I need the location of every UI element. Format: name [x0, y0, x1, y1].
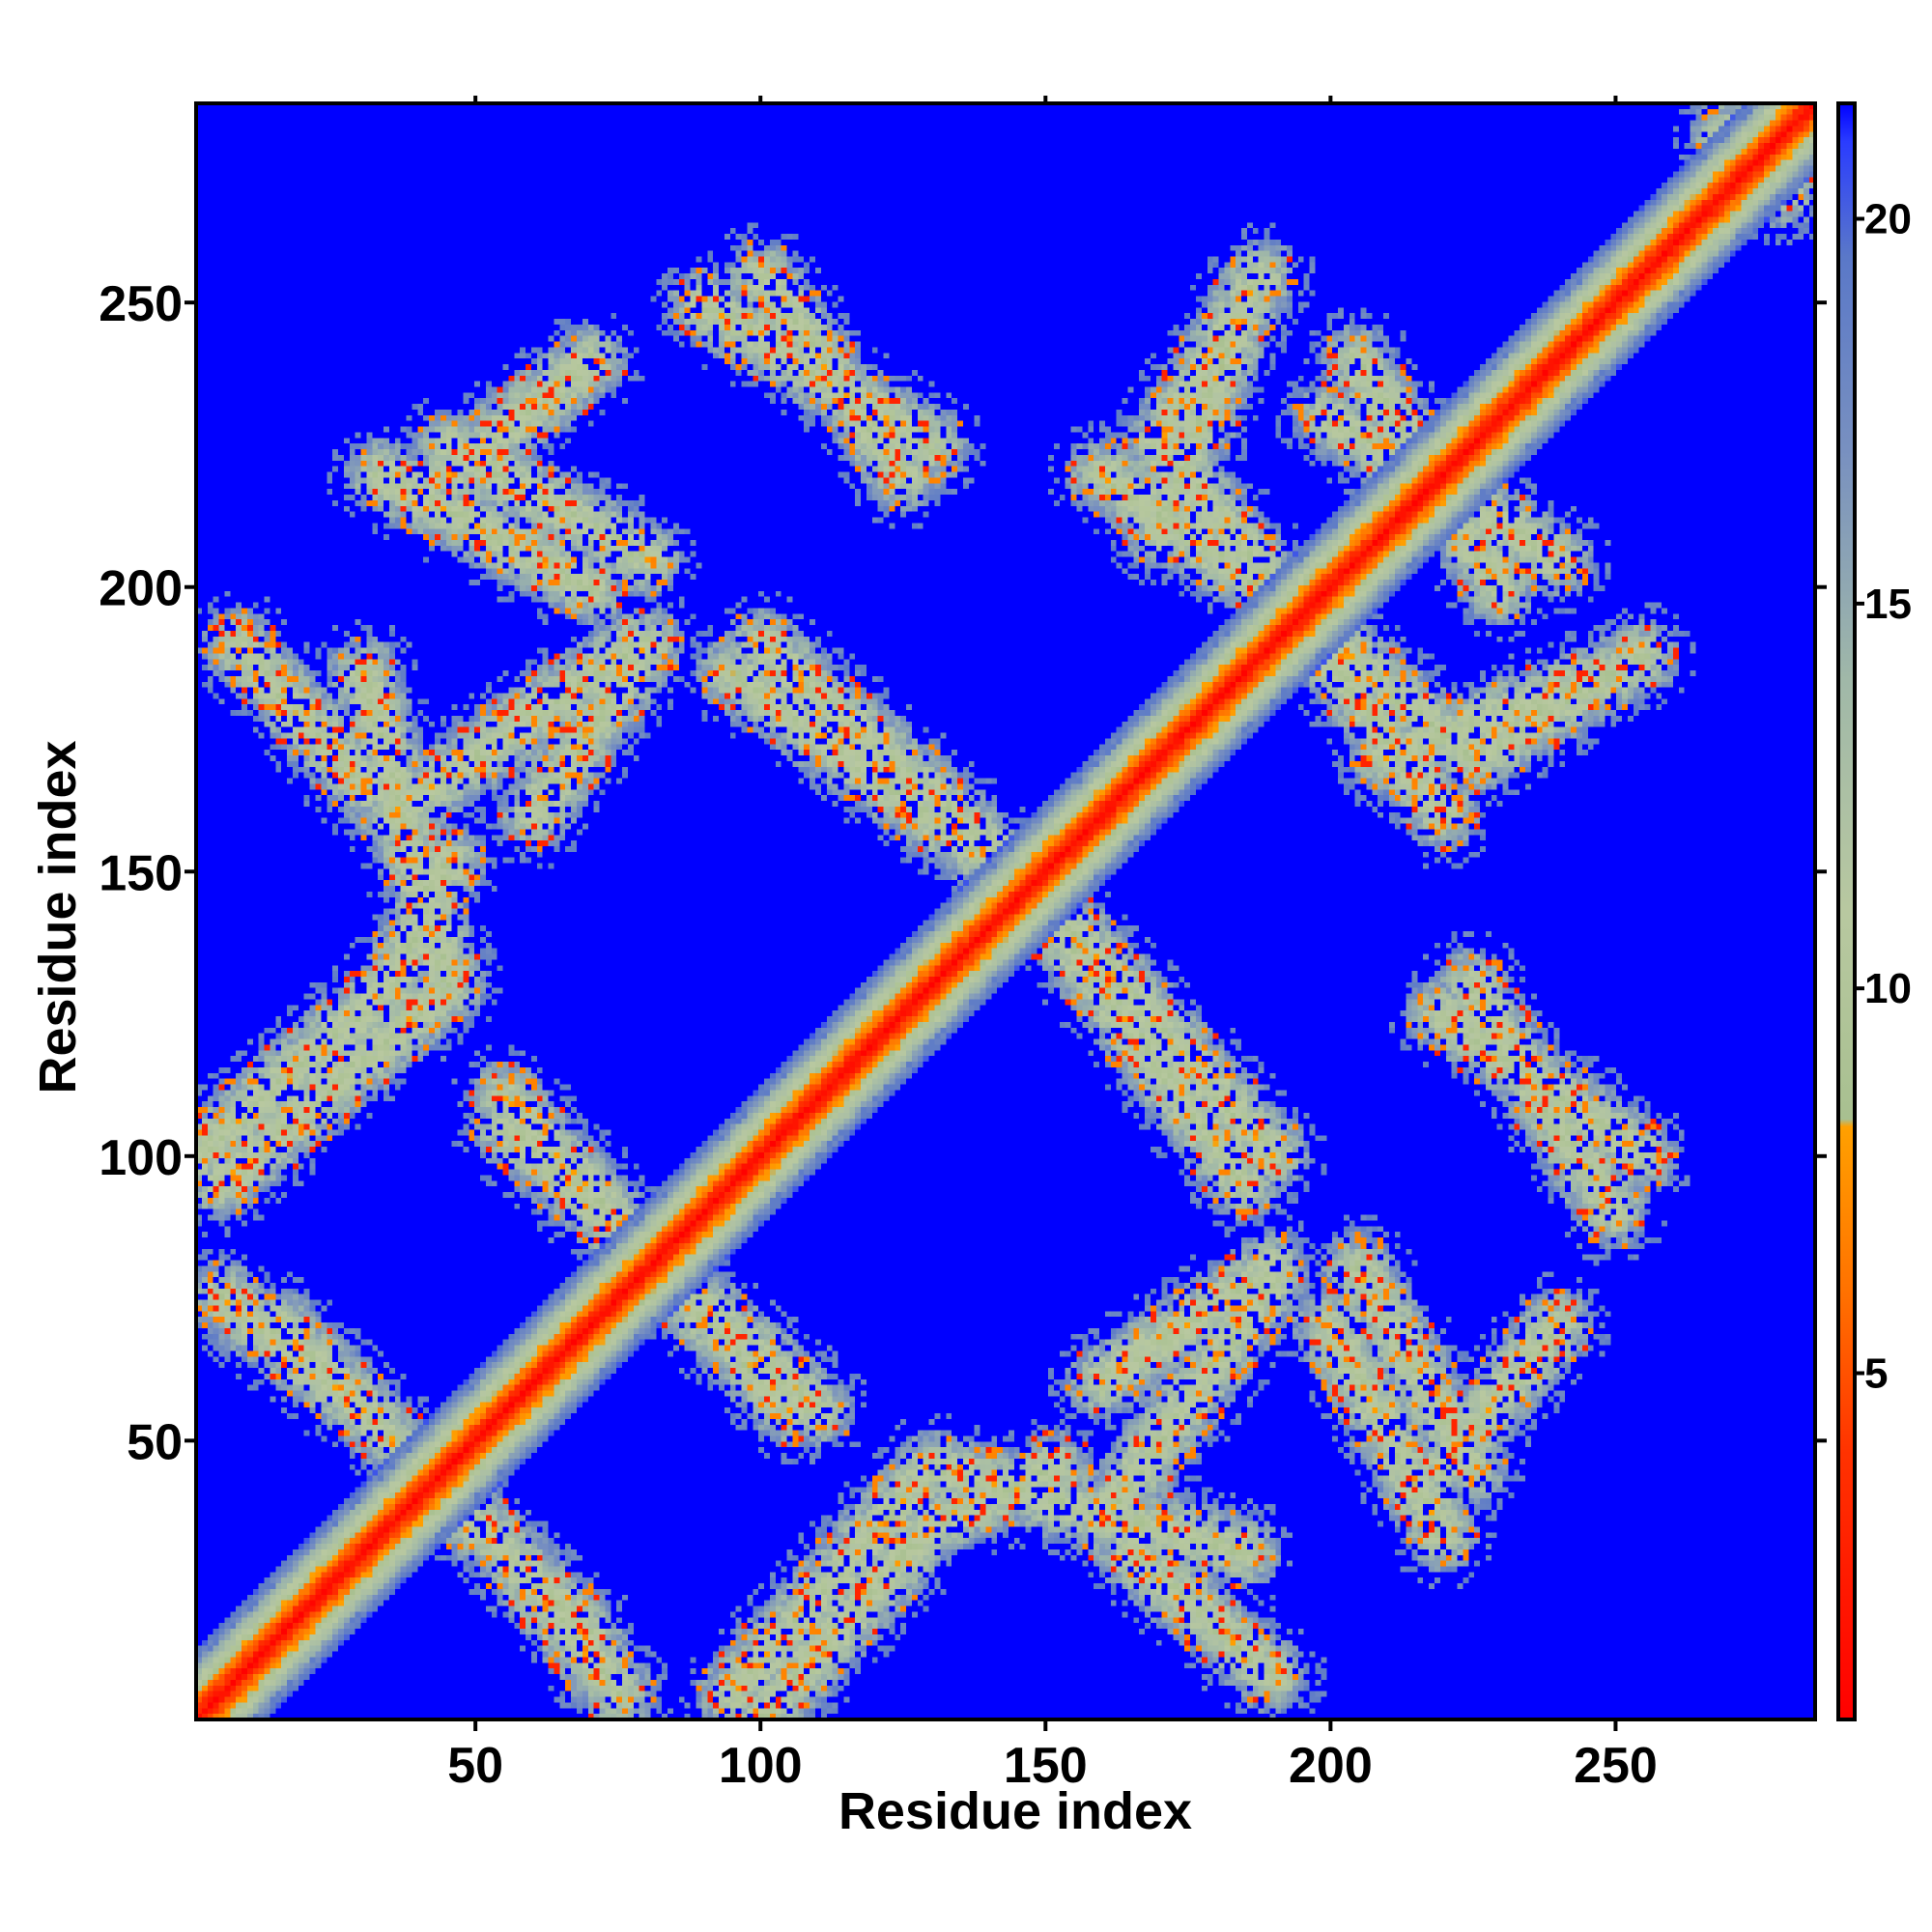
contact-map-image [196, 103, 1815, 1719]
y-tick-label: 200 [99, 561, 183, 617]
y-tick-label: 150 [99, 845, 183, 901]
colorbar-tick-label: 10 [1864, 965, 1912, 1012]
x-tick-label: 100 [719, 1738, 803, 1794]
colorbar-tick-label: 15 [1864, 581, 1912, 628]
heatmap-cells [196, 103, 1815, 1719]
y-axis: 50 100 150 200 250 [99, 276, 1827, 1470]
x-axis-label: Residue index [838, 1782, 1192, 1840]
colorbar-scale [1836, 101, 1857, 1721]
y-axis-label: Residue index [29, 740, 87, 1094]
colorbar-tick-label: 5 [1864, 1350, 1888, 1398]
x-tick-label: 250 [1574, 1738, 1658, 1794]
y-tick-label: 50 [127, 1414, 183, 1470]
plot-frame [194, 101, 1817, 1721]
y-tick-label: 100 [99, 1130, 183, 1186]
heatmap-plot-area [196, 103, 1815, 1719]
x-axis: 50 100 150 200 250 [447, 96, 1658, 1794]
colorbar: 5 10 15 20 [1836, 101, 1912, 1721]
x-tick-label: 200 [1289, 1738, 1373, 1794]
x-tick-label: 150 [1004, 1738, 1088, 1794]
x-tick-label: 50 [447, 1738, 503, 1794]
y-tick-label: 250 [99, 276, 183, 332]
colorbar-tick-label: 20 [1864, 196, 1912, 243]
colorbar-ticks: 5 10 15 20 [1855, 196, 1912, 1398]
